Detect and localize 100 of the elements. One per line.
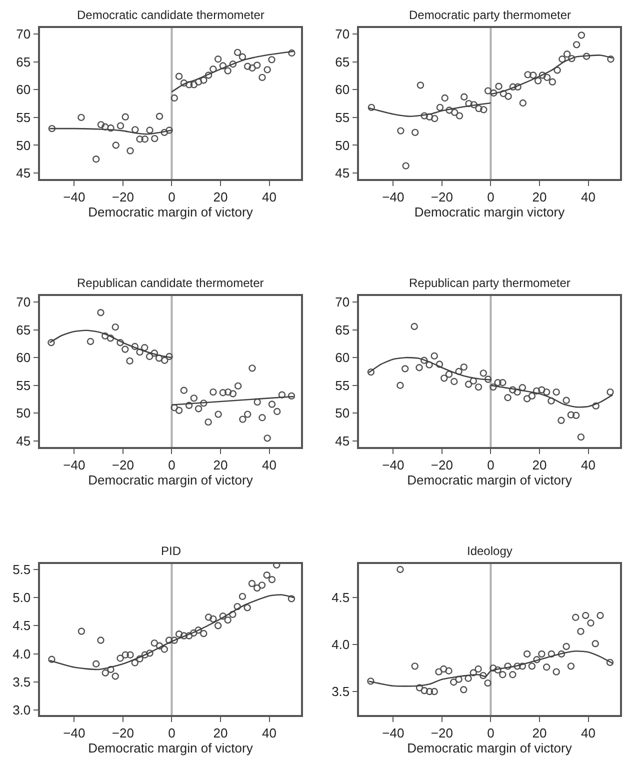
point	[480, 672, 487, 680]
point	[480, 370, 487, 377]
point	[160, 646, 168, 653]
point	[122, 346, 129, 353]
point	[548, 397, 555, 405]
x-tick-label: 20	[213, 457, 228, 472]
point	[268, 400, 276, 408]
point	[518, 662, 526, 670]
point	[170, 636, 178, 644]
point	[396, 566, 404, 574]
point	[368, 104, 376, 112]
point	[180, 79, 188, 87]
point	[268, 576, 276, 584]
x-tick-label: −20	[430, 189, 453, 204]
point	[97, 121, 105, 128]
point	[175, 72, 183, 80]
y-tick-label: 55	[16, 378, 31, 393]
point	[494, 379, 502, 386]
point	[572, 614, 580, 621]
point	[530, 72, 537, 79]
point	[455, 676, 462, 683]
y-tick-label: 55	[16, 110, 31, 126]
point	[239, 416, 246, 423]
point	[426, 113, 434, 121]
point	[92, 660, 100, 668]
x-tick-label: 20	[213, 189, 228, 204]
y-tick-label: 50	[335, 406, 350, 421]
point	[490, 664, 497, 672]
x-tick-label: 40	[262, 457, 277, 472]
x-tick-label: 0	[487, 725, 494, 740]
point	[234, 602, 241, 610]
point	[112, 142, 120, 149]
point	[572, 412, 580, 419]
point	[524, 71, 532, 78]
point	[214, 56, 222, 63]
y-tick-label: 70	[16, 26, 31, 42]
point	[490, 89, 498, 97]
chart-title: Ideology	[467, 544, 512, 558]
point	[274, 408, 281, 416]
point	[596, 612, 604, 620]
point	[165, 636, 173, 644]
point	[102, 332, 109, 340]
point	[431, 114, 438, 122]
point	[592, 402, 600, 410]
point	[464, 674, 472, 682]
point	[219, 612, 227, 620]
point	[577, 628, 584, 636]
point	[86, 338, 94, 346]
line-series	[48, 594, 296, 670]
point	[288, 392, 296, 400]
point	[435, 668, 442, 676]
point	[229, 60, 237, 68]
point	[185, 81, 193, 88]
point	[234, 48, 242, 56]
point	[533, 656, 540, 664]
y-tick-label: 60	[335, 350, 350, 366]
y-tick-label: 65	[335, 322, 350, 338]
point	[78, 628, 86, 635]
point	[592, 640, 599, 648]
point	[253, 584, 261, 592]
point	[509, 671, 516, 678]
point	[116, 339, 124, 346]
point	[367, 678, 374, 685]
x-tick-label: −20	[112, 725, 134, 740]
point	[562, 642, 570, 650]
point	[460, 93, 468, 100]
point	[210, 615, 217, 623]
point	[450, 378, 458, 386]
point	[509, 83, 517, 90]
x-tick-label: 0	[487, 189, 494, 204]
y-tick-label: 50	[16, 138, 31, 153]
point	[122, 651, 129, 658]
y-tick-label: 50	[16, 406, 31, 421]
point	[258, 74, 266, 82]
point	[499, 379, 506, 386]
point	[132, 126, 139, 134]
point	[258, 582, 266, 589]
point	[542, 388, 550, 396]
point	[150, 350, 158, 357]
x-tick-label: 0	[168, 725, 176, 740]
x-tick-label: −20	[112, 457, 134, 472]
x-tick-label: 20	[213, 725, 228, 740]
point	[514, 662, 521, 670]
point	[185, 402, 193, 409]
point	[464, 380, 472, 388]
point	[175, 406, 183, 414]
point	[160, 128, 168, 136]
point	[420, 356, 428, 364]
x-tick-label: 0	[487, 457, 494, 472]
point	[238, 592, 246, 600]
point	[170, 94, 178, 102]
x-axis-title: Democratic margin of victory	[88, 204, 254, 220]
x-tick-label: 40	[262, 189, 277, 204]
point	[416, 684, 424, 692]
point	[542, 664, 550, 671]
point	[214, 410, 222, 418]
point	[264, 66, 271, 74]
y-tick-label: 5.0	[12, 590, 31, 606]
point	[465, 100, 472, 108]
point	[514, 83, 522, 90]
